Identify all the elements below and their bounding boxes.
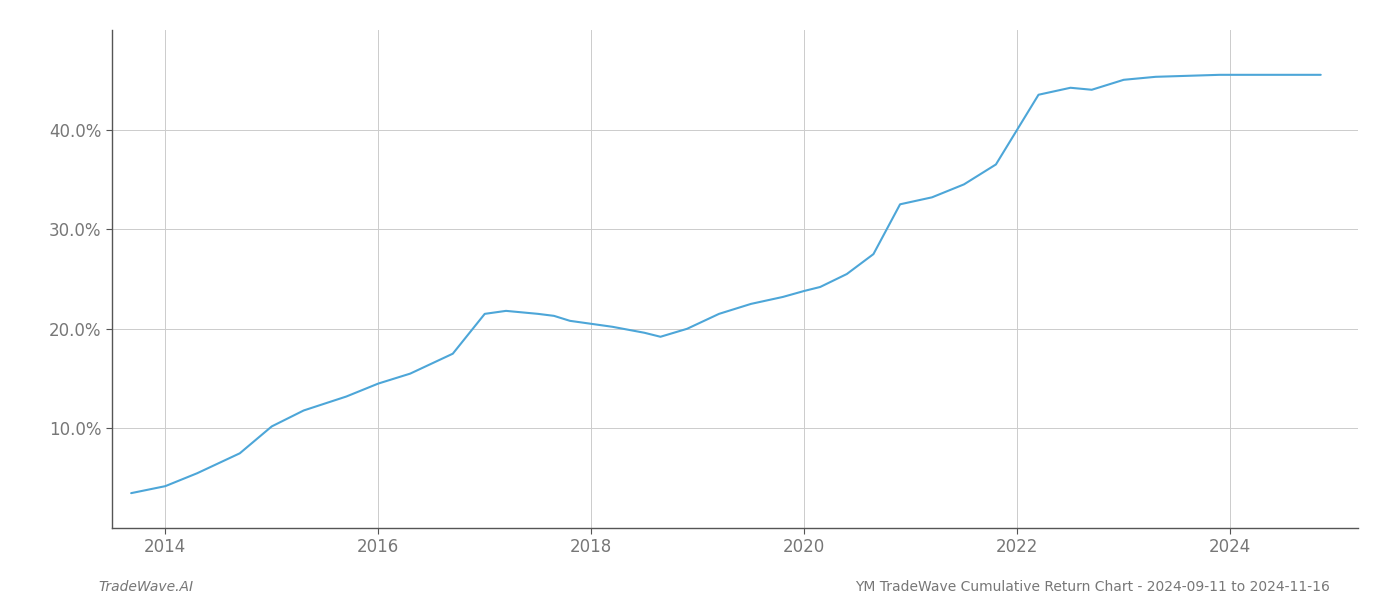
- Text: YM TradeWave Cumulative Return Chart - 2024-09-11 to 2024-11-16: YM TradeWave Cumulative Return Chart - 2…: [855, 580, 1330, 594]
- Text: TradeWave.AI: TradeWave.AI: [98, 580, 193, 594]
